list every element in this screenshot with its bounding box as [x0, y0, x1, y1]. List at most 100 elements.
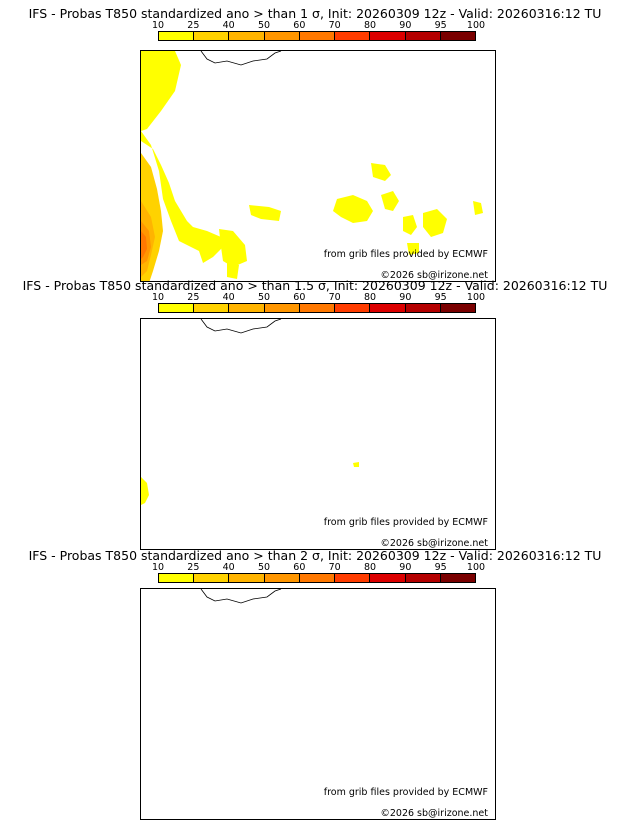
colorbar-swatch [229, 574, 265, 582]
coastline [200, 319, 282, 334]
panel-title: IFS - Probas T850 standardized ano > tha… [28, 6, 602, 21]
map-base [200, 51, 282, 66]
colorbar-tick-label: 50 [257, 562, 271, 573]
colorbar-swatch [335, 32, 371, 40]
colorbar-tick-label: 60 [293, 292, 306, 303]
probability-area [407, 243, 419, 255]
colorbar-tick-label: 95 [434, 292, 447, 303]
probability-area [381, 191, 399, 211]
colorbar-swatch [440, 574, 475, 582]
probability-area [423, 209, 447, 237]
colorbar [158, 31, 476, 41]
map-base [200, 589, 282, 604]
colorbar [158, 303, 476, 313]
colorbar-swatch [440, 32, 475, 40]
panel-title: IFS - Probas T850 standardized ano > tha… [28, 548, 602, 563]
probability-area [403, 215, 417, 235]
colorbar-tick-label: 40 [222, 20, 235, 31]
colorbar-swatch [194, 32, 230, 40]
credit-source: from grib files provided by ECMWF [323, 787, 488, 798]
colorbar-swatch [405, 304, 441, 312]
colorbar-tick-label: 90 [399, 562, 412, 573]
panel-3: IFS - Probas T850 standardized ano > tha… [0, 546, 630, 822]
colorbar-swatch [370, 574, 406, 582]
probability-area [141, 131, 223, 263]
probability-area [353, 462, 359, 467]
colorbar-swatch [335, 304, 371, 312]
probability-area [371, 163, 391, 181]
colorbar-swatch [335, 574, 371, 582]
probability-area [249, 205, 281, 221]
colorbar-swatch [299, 574, 336, 582]
colorbar-swatch [159, 304, 195, 312]
panel-1: IFS - Probas T850 standardized ano > tha… [0, 4, 630, 282]
colorbar-swatch [264, 304, 300, 312]
colorbar-tick-label: 10 [151, 562, 165, 573]
colorbar-swatch [405, 32, 441, 40]
colorbar-tick-label: 100 [466, 20, 486, 31]
colorbar-tick-label: 50 [257, 292, 271, 303]
colorbar-swatch [159, 32, 195, 40]
colorbar-swatch [370, 32, 406, 40]
colorbar-swatch [229, 32, 265, 40]
colorbar-tick-label: 60 [293, 20, 306, 31]
map-svg [141, 319, 359, 505]
colorbar-labels: 10 25 40 50 60 70 80 90 95 100 [152, 292, 485, 303]
colorbar-swatch [264, 574, 300, 582]
colorbar-swatch [194, 574, 230, 582]
colorbar-tick-label: 25 [187, 20, 200, 31]
credit-source: from grib files provided by ECMWF [323, 249, 488, 260]
colorbar-tick-label: 80 [363, 20, 377, 31]
probability-area [219, 229, 247, 267]
probability-area [141, 51, 181, 131]
probability-area [141, 477, 149, 505]
colorbar-tick-label: 40 [222, 562, 235, 573]
colorbar-tick-label: 95 [434, 562, 447, 573]
probability-area [333, 195, 373, 223]
colorbar-labels: 10 25 40 50 60 70 80 90 95 100 [152, 20, 485, 31]
colorbar-tick-label: 100 [466, 562, 486, 573]
coastline [200, 589, 282, 604]
colorbar-tick-label: 80 [363, 562, 377, 573]
credit-copyright: ©2026 sb@irizone.net [380, 538, 488, 549]
colorbar-tick-label: 70 [328, 20, 341, 31]
colorbar-swatch [229, 304, 265, 312]
colorbar-swatch [440, 304, 475, 312]
colorbar-swatch [299, 304, 336, 312]
colorbar-tick-label: 40 [222, 292, 235, 303]
credit-copyright: ©2026 sb@irizone.net [380, 808, 488, 819]
probability-area [141, 231, 147, 259]
colorbar-swatch [159, 574, 195, 582]
colorbar-tick-label: 90 [399, 20, 412, 31]
colorbar-labels: 10 25 40 50 60 70 80 90 95 100 [152, 562, 485, 573]
map-frame: from grib files provided by ECMWF ©2026 … [140, 50, 496, 282]
colorbar-tick-label: 25 [187, 292, 200, 303]
colorbar-swatch [299, 32, 336, 40]
colorbar-swatch [264, 32, 300, 40]
map-svg [200, 589, 282, 604]
map-frame: from grib files provided by ECMWF ©2026 … [140, 588, 496, 820]
colorbar-tick-label: 70 [328, 292, 341, 303]
probability-fill [141, 462, 359, 505]
colorbar [158, 573, 476, 583]
colorbar-tick-label: 80 [363, 292, 377, 303]
credit-source: from grib files provided by ECMWF [323, 517, 488, 528]
colorbar-tick-label: 10 [151, 20, 165, 31]
probability-area [227, 261, 239, 279]
colorbar-tick-label: 50 [257, 20, 271, 31]
colorbar-tick-label: 90 [399, 292, 412, 303]
colorbar-tick-label: 60 [293, 562, 306, 573]
colorbar-tick-label: 10 [151, 292, 165, 303]
colorbar-swatch [194, 304, 230, 312]
panel-2: IFS - Probas T850 standardized ano > tha… [0, 276, 630, 550]
panel-title: IFS - Probas T850 standardized ano > tha… [22, 278, 608, 293]
credit-copyright: ©2026 sb@irizone.net [380, 270, 488, 281]
colorbar-tick-label: 100 [466, 292, 486, 303]
colorbar-swatch [405, 574, 441, 582]
coastline [200, 51, 282, 66]
map-frame: from grib files provided by ECMWF ©2026 … [140, 318, 496, 550]
map-base [200, 319, 282, 334]
colorbar-swatch [370, 304, 406, 312]
map-svg [141, 51, 483, 281]
colorbar-tick-label: 70 [328, 562, 341, 573]
